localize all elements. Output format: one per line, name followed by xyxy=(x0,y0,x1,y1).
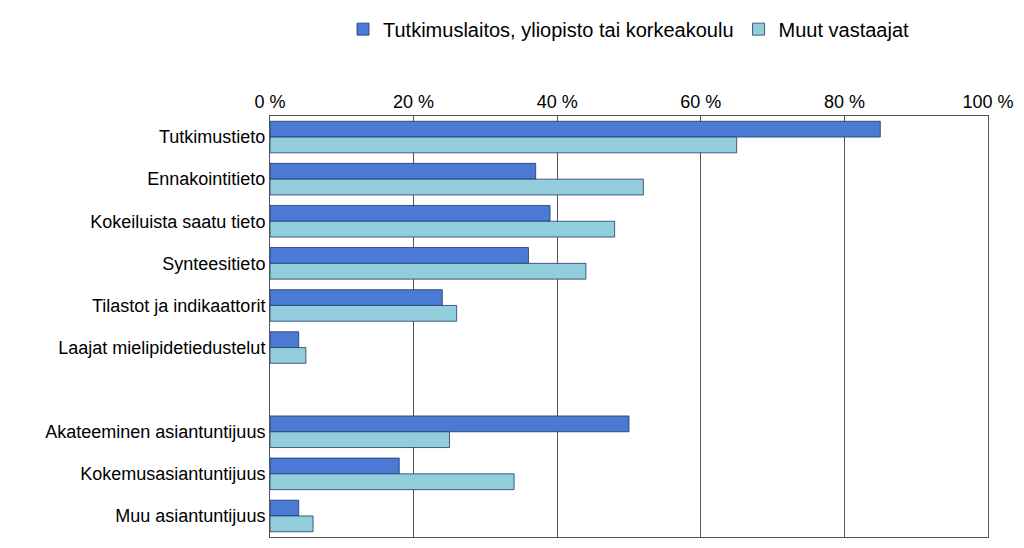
svg-text:Akateeminen asiantuntijuus: Akateeminen asiantuntijuus xyxy=(45,422,265,442)
svg-text:20 %: 20 % xyxy=(393,92,434,112)
svg-text:100 %: 100 % xyxy=(962,92,1013,112)
svg-text:Ennakointitieto: Ennakointitieto xyxy=(147,169,265,189)
svg-text:0 %: 0 % xyxy=(254,92,285,112)
svg-text:40 %: 40 % xyxy=(537,92,578,112)
svg-text:60 %: 60 % xyxy=(680,92,721,112)
svg-text:Tutkimuslaitos, yliopisto tai: Tutkimuslaitos, yliopisto tai korkeakoul… xyxy=(383,19,734,41)
svg-text:80 %: 80 % xyxy=(824,92,865,112)
svg-text:Kokeiluista saatu tieto: Kokeiluista saatu tieto xyxy=(90,212,265,232)
svg-text:Muu asiantuntijuus: Muu asiantuntijuus xyxy=(115,506,265,526)
svg-text:Muut vastaajat: Muut vastaajat xyxy=(779,19,910,41)
svg-text:Synteesitieto: Synteesitieto xyxy=(162,254,265,274)
svg-text:Tutkimustieto: Tutkimustieto xyxy=(159,127,265,147)
svg-text:Laajat mielipidetiedustelut: Laajat mielipidetiedustelut xyxy=(58,338,265,358)
svg-text:Kokemusasiantuntijuus: Kokemusasiantuntijuus xyxy=(80,464,265,484)
svg-text:Tilastot ja indikaattorit: Tilastot ja indikaattorit xyxy=(92,296,265,316)
